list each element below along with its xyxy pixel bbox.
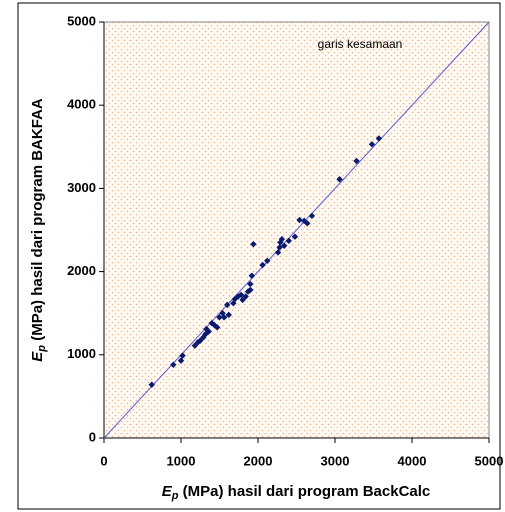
point xyxy=(285,237,292,245)
point xyxy=(259,261,266,269)
x-label-main: E xyxy=(162,483,173,500)
point xyxy=(248,272,256,279)
y-tick-label: 5000 xyxy=(67,13,96,28)
point xyxy=(170,361,177,368)
point xyxy=(336,176,343,183)
x-tick-label: 5000 xyxy=(475,453,504,468)
x-tick-label: 0 xyxy=(100,453,107,468)
point xyxy=(239,296,246,304)
equality-line xyxy=(103,21,490,439)
y-tick-label: 1000 xyxy=(67,346,96,361)
y-tick-label: 4000 xyxy=(67,97,96,112)
point xyxy=(304,220,311,227)
frame xyxy=(17,2,501,510)
point xyxy=(220,314,228,321)
point xyxy=(177,357,185,364)
point xyxy=(197,337,204,344)
point xyxy=(203,325,210,333)
y-tick-label: 3000 xyxy=(67,180,96,195)
x-tick-label: 1000 xyxy=(167,453,196,468)
y-tick-label: 2000 xyxy=(67,263,96,278)
point xyxy=(242,293,249,300)
point xyxy=(205,328,212,335)
point xyxy=(191,342,199,349)
point xyxy=(368,141,376,148)
point xyxy=(148,381,155,388)
point xyxy=(213,324,221,331)
point xyxy=(247,286,254,294)
y-tick-label: 0 xyxy=(89,429,96,444)
point xyxy=(216,314,223,321)
point xyxy=(225,311,232,319)
point xyxy=(237,291,245,299)
point xyxy=(194,339,202,346)
point xyxy=(224,301,231,309)
x-tick-label: 4000 xyxy=(398,453,427,468)
point xyxy=(247,280,254,288)
y-label-main: E xyxy=(29,351,46,362)
point xyxy=(274,249,282,256)
x-tick-label: 3000 xyxy=(321,453,350,468)
x-tick-label: 2000 xyxy=(244,453,273,468)
point xyxy=(375,135,383,142)
x-axis-label: Ep (MPa) hasil dari program BackCalc xyxy=(162,483,431,502)
point xyxy=(264,257,271,264)
point xyxy=(291,233,299,240)
point xyxy=(280,242,288,250)
y-label-rest: (MPa) hasil dari program BAKFAA xyxy=(29,98,46,345)
point xyxy=(278,235,286,243)
y-label-sub: p xyxy=(36,345,48,353)
point xyxy=(179,352,186,359)
point xyxy=(296,216,303,224)
y-axis-label: Ep (MPa) hasil dari program BAKFAA xyxy=(29,98,48,362)
point xyxy=(353,157,360,165)
annotation: garis kesamaan xyxy=(318,37,403,51)
point xyxy=(250,240,257,248)
point xyxy=(308,212,316,220)
x-label-sub: p xyxy=(171,490,179,502)
x-label-rest: (MPa) hasil dari program BackCalc xyxy=(179,483,431,500)
